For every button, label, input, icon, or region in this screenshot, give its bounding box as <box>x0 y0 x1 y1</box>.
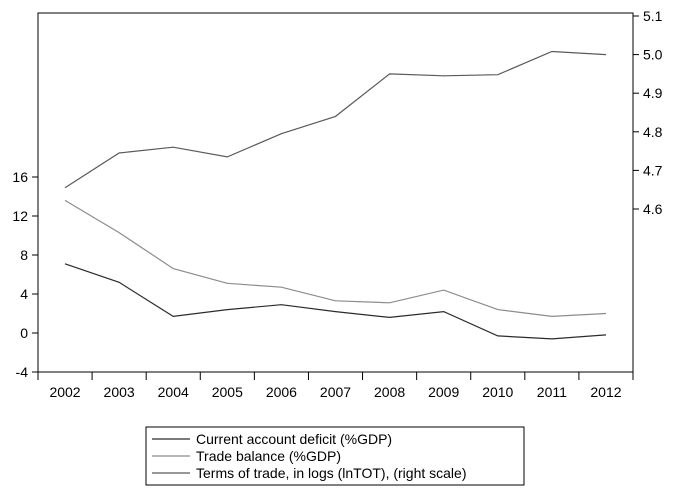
x-tick-label: 2010 <box>482 384 513 400</box>
y-right-tick-label: 4.8 <box>643 124 663 140</box>
legend-label-1: Current account deficit (%GDP) <box>196 431 392 447</box>
y-left-tick-label: -4 <box>16 364 29 380</box>
x-tick-label: 2005 <box>212 384 243 400</box>
y-left-tick-label: 12 <box>12 208 28 224</box>
series-line-3 <box>64 50 607 189</box>
legend-label-2: Trade balance (%GDP) <box>196 448 341 464</box>
x-tick-label: 2008 <box>374 384 405 400</box>
series-line-1 <box>64 263 607 340</box>
x-tick-label: 2006 <box>266 384 297 400</box>
plot-area <box>37 12 634 373</box>
y-left-tick-label: 8 <box>20 247 28 263</box>
x-tick-label: 2012 <box>590 384 621 400</box>
y-right-tick-label: 4.7 <box>643 162 663 178</box>
series-layer <box>64 50 607 340</box>
series-line-2 <box>64 199 607 318</box>
x-tick-label: 2003 <box>104 384 135 400</box>
y-left-tick-label: 16 <box>12 169 28 185</box>
legend-box <box>145 426 525 486</box>
y-right-tick-label: 4.9 <box>643 85 663 101</box>
y-right-tick-label: 4.6 <box>643 201 663 217</box>
x-tick-label: 2011 <box>537 384 567 400</box>
y-left-tick-label: 0 <box>20 325 28 341</box>
x-tick-label: 2002 <box>49 384 80 400</box>
legend: Current account deficit (%GDP)Trade bala… <box>145 426 525 486</box>
y-right-tick-label: 5.1 <box>643 8 663 24</box>
axes: 2002 2003 2004 2005 2006 2007 2008 2009 2010 2011… <box>12 8 662 400</box>
x-tick-label: 2009 <box>428 384 459 400</box>
x-tick-label: 2007 <box>320 384 351 400</box>
y-left-tick-label: 4 <box>20 286 28 302</box>
y-right-tick-label: 5.0 <box>643 47 663 63</box>
legend-label-3: Terms of trade, in logs (lnTOT), (right … <box>196 465 466 481</box>
x-tick-label: 2004 <box>158 384 189 400</box>
